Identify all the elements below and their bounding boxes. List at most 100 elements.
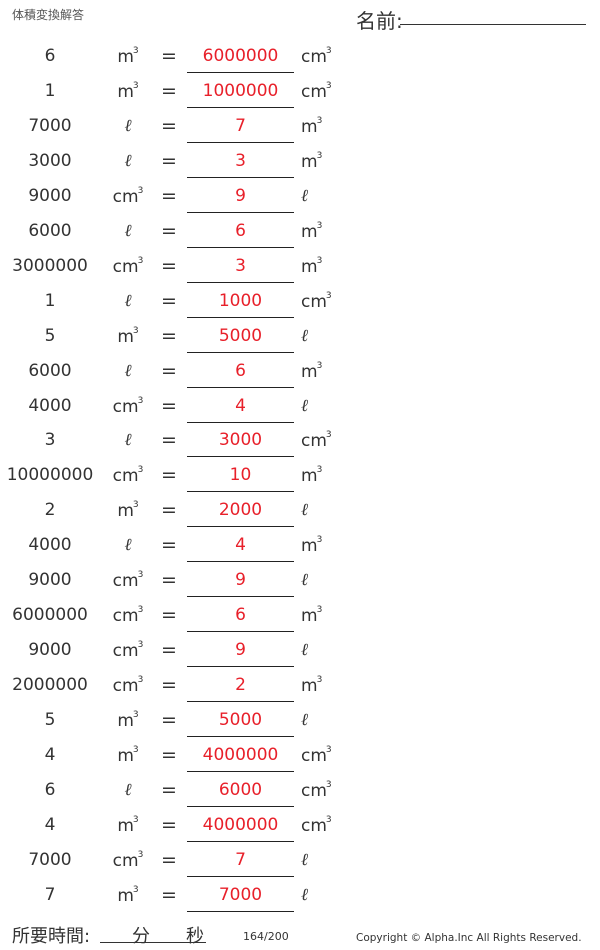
equals-sign: = <box>161 394 177 417</box>
to-unit: m3 <box>301 465 323 487</box>
from-unit: m3 <box>117 500 139 522</box>
from-unit-cell: ℓ <box>100 291 156 311</box>
problem-row: 6000000 cm3 = 6 m3 <box>0 604 600 640</box>
answer-line <box>187 456 294 458</box>
equals-sign: = <box>161 45 177 67</box>
answer-line <box>187 316 294 318</box>
answer-value: 1000 <box>218 290 263 311</box>
to-unit-cell: m3 <box>301 116 322 137</box>
from-unit: cm3 <box>112 640 144 662</box>
from-unit-cell: ℓ <box>100 221 156 241</box>
answer-line <box>187 281 294 283</box>
equals-sign: = <box>161 813 177 836</box>
equals-sign: = <box>161 604 177 627</box>
problem-row: 4000 ℓ = 4 m3 <box>0 534 600 570</box>
given-value: 7000 <box>28 849 72 870</box>
given-value: 3 <box>44 430 56 451</box>
problem-row: 1 m3 = 1000000 cm3 <box>0 79 600 116</box>
from-unit: cm3 <box>112 849 144 871</box>
from-unit-cell: m3 <box>100 885 156 906</box>
equals-sign: = <box>161 639 177 662</box>
from-unit-cell: ℓ <box>100 535 156 555</box>
given-value: 1 <box>44 290 56 311</box>
to-unit: ℓ <box>301 570 309 591</box>
name-field-line <box>400 24 586 25</box>
to-unit: cm3 <box>301 814 332 836</box>
answer-value: 6 <box>235 220 246 241</box>
given-value: 5 <box>44 325 56 346</box>
to-unit: cm3 <box>301 80 332 102</box>
from-unit-cell: m3 <box>100 46 156 67</box>
from-unit: ℓ <box>124 115 132 136</box>
from-unit-cell: ℓ <box>100 361 156 381</box>
to-unit: m3 <box>301 220 323 242</box>
problem-row: 4 m3 = 4000000 cm3 <box>0 813 600 850</box>
to-unit-cell: ℓ <box>301 186 308 206</box>
equals-sign: = <box>161 149 177 172</box>
to-unit: ℓ <box>301 325 309 346</box>
from-unit-cell: cm3 <box>100 396 156 417</box>
from-unit-cell: m3 <box>100 500 156 521</box>
problem-row: 1 ℓ = 1000 cm3 <box>0 289 600 326</box>
equals-sign: = <box>161 883 177 906</box>
answer-line <box>187 106 294 108</box>
to-unit-cell: cm3 <box>301 81 332 102</box>
to-unit-cell: cm3 <box>301 291 332 312</box>
given-value: 4 <box>44 814 56 835</box>
problem-row: 2000000 cm3 = 2 m3 <box>0 674 600 710</box>
answer-line <box>187 72 294 73</box>
to-unit-cell: ℓ <box>301 326 308 346</box>
problem-row: 7000 cm3 = 7 ℓ <box>0 849 600 885</box>
problem-row: 6 ℓ = 6000 cm3 <box>0 779 600 815</box>
equals-sign: = <box>161 289 177 312</box>
problem-row: 6000 ℓ = 6 m3 <box>0 220 600 256</box>
given-value: 6000000 <box>12 605 88 626</box>
answer-line <box>187 771 294 772</box>
given-value: 10000000 <box>6 465 94 486</box>
problem-row: 7 m3 = 7000 ℓ <box>0 883 600 920</box>
equals-sign: = <box>161 359 177 382</box>
problem-row: 2 m3 = 2000 ℓ <box>0 499 600 535</box>
given-value: 7 <box>44 884 56 905</box>
answer-value: 4000000 <box>202 745 279 765</box>
from-unit: cm3 <box>112 675 144 697</box>
to-unit-cell: ℓ <box>301 640 308 660</box>
to-unit-cell: cm3 <box>301 815 332 836</box>
to-unit-cell: m3 <box>301 221 322 242</box>
to-unit-cell: cm3 <box>301 780 332 801</box>
given-value: 1 <box>44 80 56 101</box>
to-unit-cell: m3 <box>301 151 322 172</box>
answer-value: 6000000 <box>202 46 279 66</box>
given-value: 3000 <box>28 150 72 171</box>
answer-line <box>187 421 294 423</box>
answer-value: 6 <box>235 360 246 381</box>
to-unit: cm3 <box>301 46 332 67</box>
equals-sign: = <box>161 79 177 102</box>
from-unit: cm3 <box>112 570 144 592</box>
to-unit-cell: m3 <box>301 675 322 696</box>
from-unit: m3 <box>117 710 139 732</box>
to-unit: cm3 <box>301 745 332 766</box>
answer-line <box>187 840 294 842</box>
answer-line <box>187 561 294 563</box>
from-unit: ℓ <box>124 290 132 311</box>
to-unit: cm3 <box>301 290 332 312</box>
answer-value: 7 <box>235 849 246 870</box>
given-value: 5 <box>44 710 56 731</box>
to-unit: ℓ <box>301 710 309 731</box>
to-unit-cell: m3 <box>301 535 322 556</box>
problem-row: 5 m3 = 5000 ℓ <box>0 325 600 361</box>
equals-sign: = <box>161 254 177 277</box>
from-unit-cell: cm3 <box>100 570 156 591</box>
to-unit-cell: m3 <box>301 361 322 382</box>
equals-sign: = <box>161 464 177 487</box>
to-unit: ℓ <box>301 640 309 661</box>
from-unit-cell: cm3 <box>100 675 156 696</box>
problem-row: 9000 cm3 = 9 ℓ <box>0 639 600 675</box>
given-value: 2000000 <box>12 675 88 696</box>
equals-sign: = <box>161 744 177 766</box>
equals-sign: = <box>161 569 177 592</box>
from-unit-cell: m3 <box>100 745 156 766</box>
answer-value: 3000 <box>218 430 263 451</box>
problem-row: 3000000 cm3 = 3 m3 <box>0 254 600 291</box>
